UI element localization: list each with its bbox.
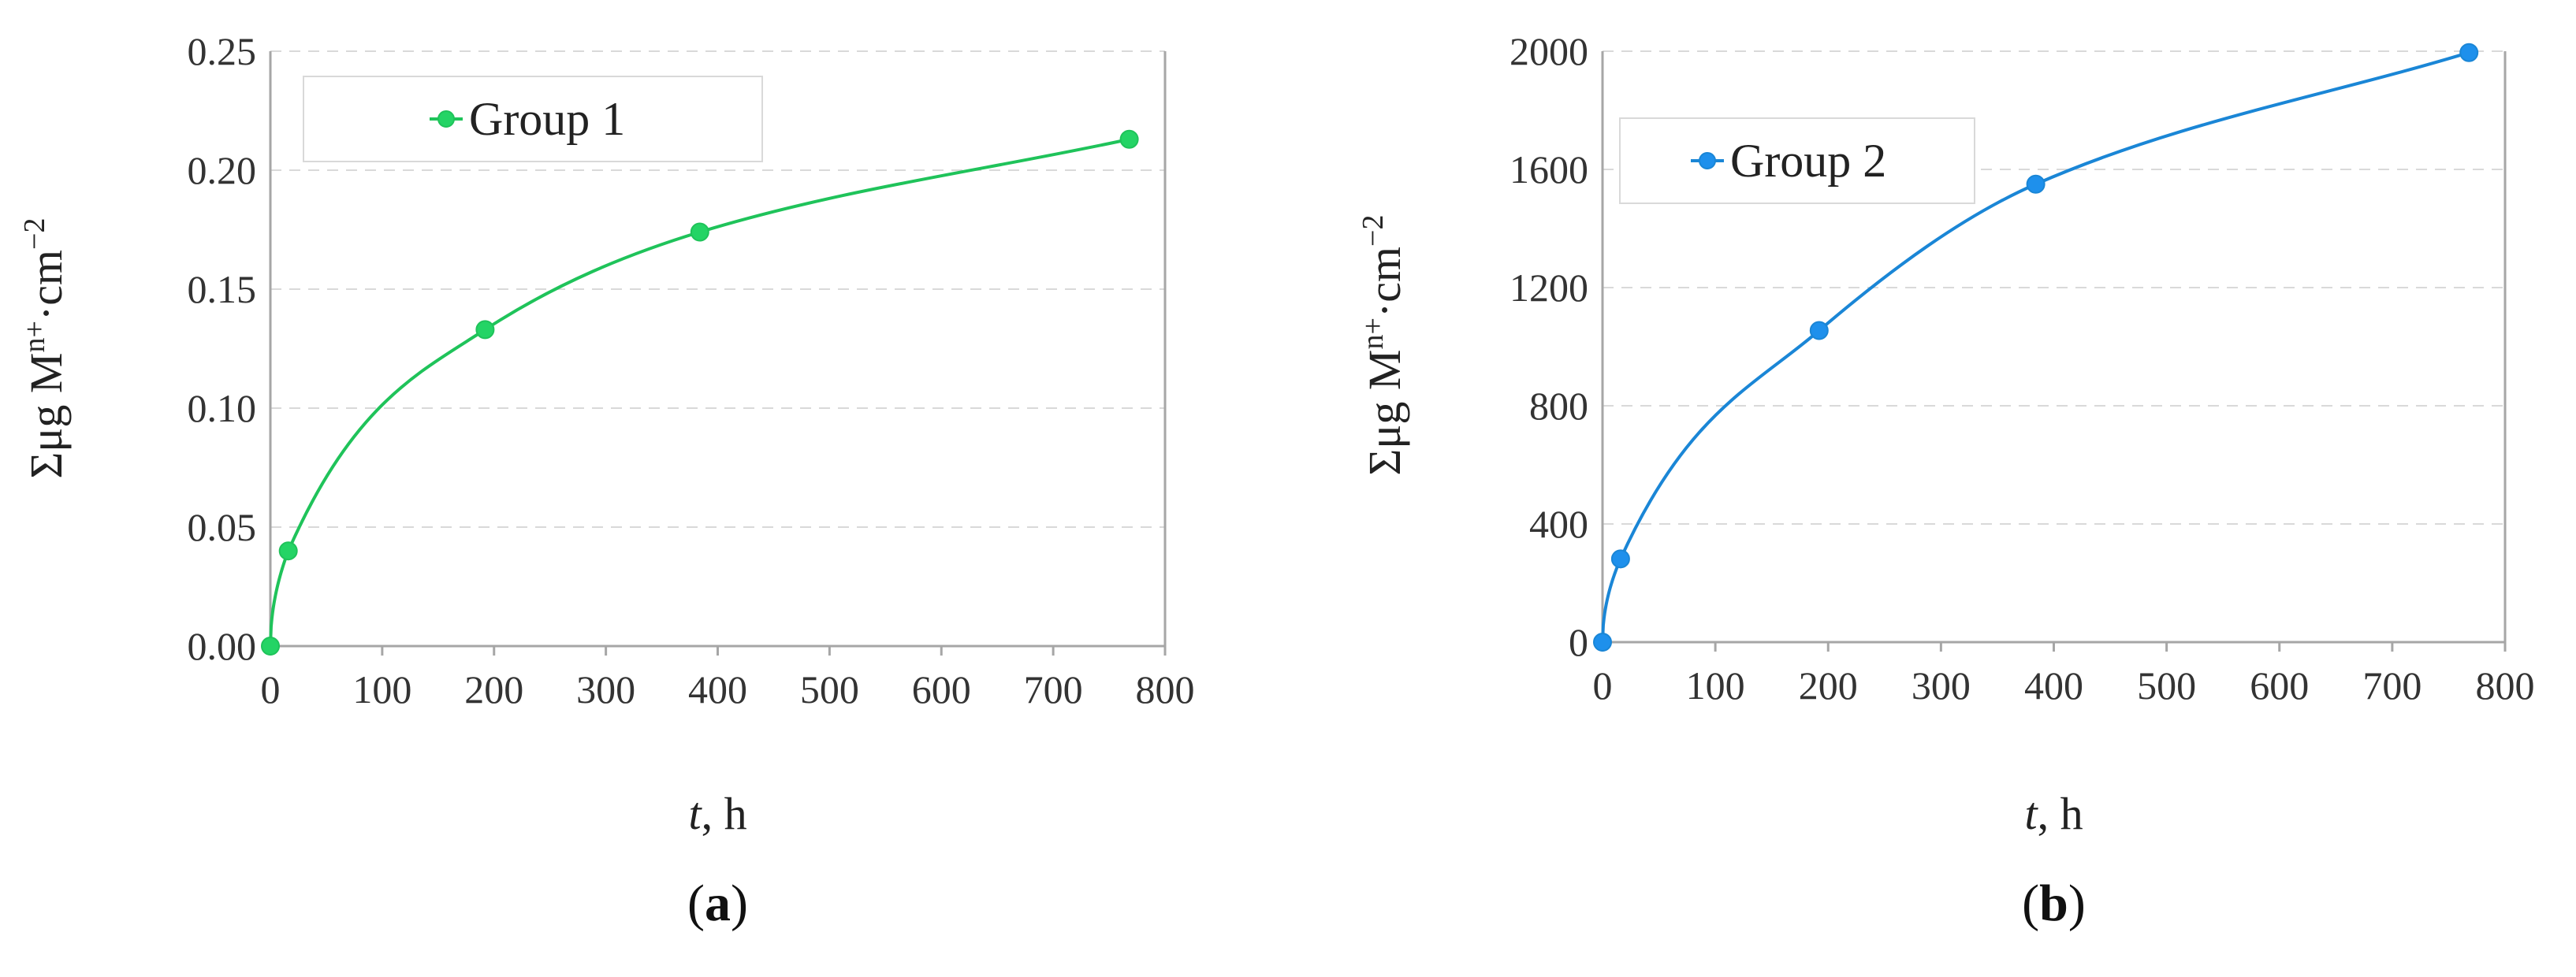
data-point	[1119, 129, 1139, 149]
legend-label: Group 2	[1730, 135, 1886, 187]
x-tick-label: 800	[2476, 663, 2535, 708]
y-axis-title: Σμg Mn+·cm−2	[18, 218, 72, 479]
legend-label: Group 1	[469, 93, 625, 145]
panel-b-chart: 0 400 800 1200 1600 2000 0 100 200 300 400 500 600 70…	[1357, 29, 2535, 932]
legend-box	[1619, 117, 1975, 204]
x-axis-title: t, h	[2024, 788, 2083, 839]
data-point	[2459, 43, 2479, 62]
panel-label: (b)	[2022, 875, 2086, 932]
x-tick-label: 100	[1686, 663, 1745, 708]
x-tick-label: 800	[1136, 667, 1195, 711]
x-tick-label: 400	[688, 667, 747, 711]
y-tick-label: 0.20	[188, 148, 257, 192]
x-tick-label: 700	[1024, 667, 1083, 711]
data-point	[278, 541, 298, 561]
y-tick-label: 0.00	[188, 624, 257, 668]
y-tick-label: 0	[1569, 620, 1588, 664]
y-tick-label: 0.05	[188, 505, 257, 549]
y-tick-label: 0.15	[188, 267, 257, 311]
y-axis-title: Σμg Mn+·cm−2	[1357, 215, 1410, 476]
x-tick-label: 300	[1912, 663, 1971, 708]
x-tick-label: 300	[576, 667, 635, 711]
x-tick-label: 600	[2250, 663, 2309, 708]
x-tick-label: 100	[352, 667, 411, 711]
x-tick-label: 600	[912, 667, 971, 711]
data-point	[2026, 174, 2046, 194]
data-point	[475, 320, 495, 340]
y-tick-label: 0.25	[188, 29, 257, 73]
legend-marker	[437, 110, 455, 128]
legend-box	[303, 76, 763, 162]
x-axis-title: t, h	[688, 788, 746, 839]
y-tick-label: 400	[1529, 502, 1588, 546]
data-point	[1593, 633, 1612, 652]
data-point	[1809, 321, 1829, 340]
panel-a-chart: 0.00 0.05 0.10 0.15 0.20 0.25 0 100 200 300 400 500…	[18, 29, 1195, 932]
x-tick-label: 700	[2362, 663, 2422, 708]
x-tick-label: 0	[261, 667, 281, 711]
y-tick-label: 0.10	[188, 386, 257, 430]
x-tick-label: 500	[2137, 663, 2196, 708]
y-tick-label: 800	[1529, 384, 1588, 428]
legend-marker	[1699, 152, 1716, 169]
data-point	[1610, 549, 1630, 569]
y-tick-label: 2000	[1509, 29, 1588, 73]
x-tick-label: 500	[800, 667, 859, 711]
y-tick-label: 1200	[1509, 266, 1588, 310]
x-tick-label: 400	[2024, 663, 2083, 708]
y-tick-label: 1600	[1509, 147, 1588, 191]
panel-label: (a)	[687, 875, 748, 932]
x-tick-label: 200	[464, 667, 523, 711]
data-point	[261, 637, 280, 656]
data-point	[690, 222, 709, 242]
x-tick-label: 0	[1593, 663, 1613, 708]
x-tick-label: 200	[1799, 663, 1858, 708]
